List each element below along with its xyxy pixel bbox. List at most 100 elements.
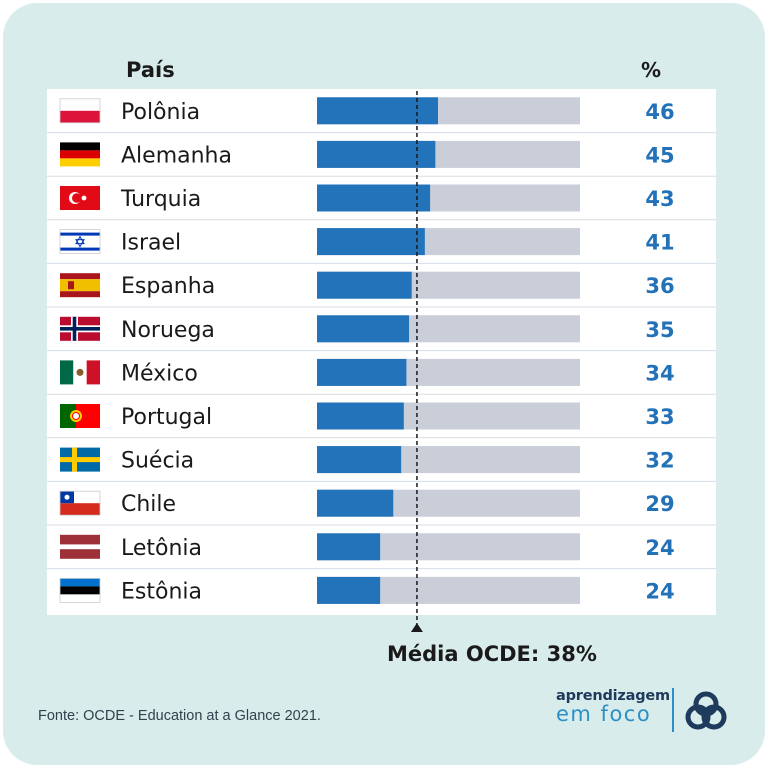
flag-part	[60, 544, 100, 550]
germany-flag-icon	[60, 142, 100, 167]
country-label: Polônia	[121, 100, 200, 125]
country-label: Turquia	[120, 187, 201, 212]
table-row: Polônia 46	[59, 97, 675, 125]
flag-part	[60, 273, 100, 280]
table-row: Alemanha 45	[47, 132, 716, 168]
flag-part	[86, 360, 100, 385]
value-label: 46	[645, 100, 674, 124]
bar	[317, 140, 436, 168]
country-label: México	[121, 361, 198, 386]
poland-flag-icon	[59, 98, 101, 124]
bar	[317, 184, 431, 212]
rows: Polônia 46 Alemanha 45 Turquia 43 Israel 41 Espa…	[47, 97, 716, 604]
country-label: Estônia	[121, 579, 202, 604]
flag-emblem	[72, 412, 80, 420]
table-row: Noruega 35	[47, 306, 716, 343]
value-label: 29	[645, 492, 674, 516]
bar	[317, 576, 381, 604]
bar	[317, 446, 402, 474]
flag-star	[64, 494, 70, 500]
table-row: México 34	[47, 350, 716, 386]
flag-part	[60, 503, 100, 516]
table-row: Portugal 33	[47, 393, 716, 430]
flag-part	[60, 110, 100, 123]
logo-line1: aprendizagem	[556, 688, 670, 704]
table-row: Israel 41	[47, 219, 716, 256]
portugal-flag-icon	[60, 404, 100, 428]
logo-line2: em foco	[556, 702, 652, 726]
bar	[317, 402, 404, 430]
bar	[317, 271, 412, 299]
flag-border	[59, 490, 101, 516]
value-label: 35	[645, 318, 674, 342]
table-row: Espanha 36	[47, 262, 716, 299]
israel-flag-icon	[59, 229, 101, 255]
value-label: 33	[645, 405, 674, 429]
value-label: 36	[645, 274, 674, 298]
flag-crescent	[72, 193, 82, 203]
country-label: Chile	[121, 492, 176, 517]
flag-part	[60, 360, 74, 385]
brand-logo: aprendizagem em foco	[556, 686, 736, 736]
country-label: Portugal	[121, 405, 212, 430]
sweden-flag-icon	[60, 447, 100, 472]
reference-label: Média OCDE: 38%	[387, 642, 597, 666]
bar	[317, 358, 407, 386]
table-row: Chile 29	[47, 480, 716, 517]
flag-part	[60, 457, 100, 463]
flag-border	[59, 578, 101, 603]
value-label: 45	[645, 143, 674, 167]
country-label: Noruega	[121, 318, 215, 343]
turkey-flag-icon	[60, 186, 100, 210]
table-row: Turquia 43	[47, 175, 716, 212]
flag-part	[60, 594, 100, 603]
value-label: 41	[645, 231, 674, 255]
spain-flag-icon	[60, 273, 100, 298]
flag-part	[60, 98, 100, 111]
bar	[317, 533, 381, 561]
norway-flag-icon	[60, 316, 100, 341]
flag-star	[75, 239, 85, 248]
flag-emblem	[68, 281, 74, 290]
value-label: 43	[645, 187, 674, 211]
value-label: 24	[645, 536, 674, 560]
header-country: País	[126, 58, 175, 82]
flag-part	[60, 404, 76, 428]
flag-part	[60, 158, 100, 167]
latvia-flag-icon	[60, 534, 100, 559]
flag-emblem	[76, 368, 84, 376]
flag-part	[60, 247, 100, 251]
chile-flag-icon	[59, 490, 101, 516]
bar	[317, 97, 438, 125]
header-percent: %	[641, 58, 661, 82]
flag-part	[60, 578, 100, 587]
estonia-flag-icon	[59, 578, 101, 603]
flag-border	[59, 98, 101, 124]
reference-line-group: Média OCDE: 38%	[387, 91, 597, 666]
flag-part	[60, 232, 100, 236]
mexico-flag-icon	[60, 360, 100, 385]
reference-arrow	[410, 623, 423, 632]
flag-part	[60, 291, 100, 298]
flag-part	[60, 142, 100, 151]
bar	[317, 228, 425, 256]
value-label: 24	[645, 579, 674, 603]
source-note: Fonte: OCDE - Education at a Glance 2021…	[38, 708, 321, 724]
country-label: Israel	[121, 231, 181, 256]
table-row: Estônia 24	[47, 568, 716, 604]
flag-star	[81, 195, 87, 201]
value-label: 34	[645, 361, 674, 385]
country-label: Suécia	[121, 449, 194, 474]
flag-part	[60, 150, 100, 159]
bar	[317, 489, 394, 517]
flag-part	[60, 327, 100, 331]
flag-border	[59, 229, 101, 255]
country-label: Espanha	[121, 274, 215, 299]
flag-part	[60, 279, 100, 292]
table-row: Letônia 24	[47, 524, 716, 561]
logo-separator	[672, 688, 674, 732]
table-row: Suécia 32	[47, 437, 716, 474]
bar	[317, 315, 410, 343]
country-label: Alemanha	[121, 143, 232, 168]
